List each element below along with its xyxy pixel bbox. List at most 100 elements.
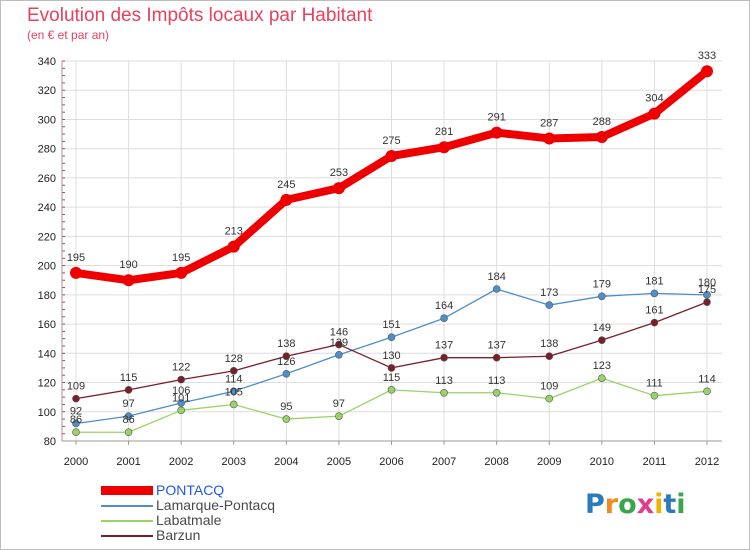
legend-item: Lamarque-Pontacq: [101, 497, 361, 513]
data-label: 253: [330, 167, 348, 179]
data-label: 164: [435, 300, 453, 312]
data-point: [175, 266, 188, 279]
data-point: [387, 333, 396, 342]
legend-item: Labatmale: [101, 512, 361, 528]
data-point: [650, 391, 659, 400]
data-label: 114: [698, 373, 716, 385]
data-point: [229, 387, 238, 396]
legend-label: PONTACQ: [156, 482, 225, 498]
chart-title: Evolution des Impôts locaux par Habitant: [27, 5, 373, 26]
data-point: [282, 369, 291, 378]
legend-label: Labatmale: [156, 512, 222, 528]
data-point: [440, 314, 448, 323]
data-label: 111: [646, 378, 663, 390]
x-tick-label: 2007: [432, 456, 456, 468]
data-point: [543, 132, 556, 145]
data-label: 291: [487, 112, 505, 124]
logo-letter: o: [618, 489, 637, 520]
y-tick-label: 220: [38, 231, 56, 243]
data-point: [648, 107, 661, 120]
data-label: 122: [172, 362, 190, 374]
y-tick-label: 80: [44, 436, 56, 448]
data-point: [545, 352, 554, 361]
data-label: 180: [698, 277, 716, 289]
logo-letter: i: [676, 489, 686, 520]
logo-letter: t: [663, 489, 677, 520]
data-point: [595, 131, 608, 143]
data-label: 288: [593, 116, 611, 128]
y-tick-label: 240: [38, 202, 56, 214]
data-label: 173: [540, 287, 558, 299]
data-point: [177, 399, 185, 407]
data-point: [72, 428, 80, 437]
data-point: [598, 374, 606, 382]
legend-item: Barzun: [101, 527, 361, 543]
data-point: [701, 65, 713, 78]
data-label: 179: [593, 278, 611, 290]
legend-label: Barzun: [156, 527, 201, 543]
data-point: [598, 292, 606, 301]
data-label: 333: [698, 50, 716, 62]
data-label: 304: [645, 93, 663, 105]
data-point: [545, 301, 554, 309]
proxiti-logo: Proxiti: [585, 489, 686, 520]
data-point: [650, 318, 659, 327]
y-tick-label: 280: [38, 144, 56, 156]
data-point: [72, 419, 80, 428]
data-point: [492, 285, 501, 293]
chart-subtitle: (en € et par an): [27, 28, 110, 42]
data-point: [545, 394, 554, 403]
data-label: 128: [225, 353, 243, 365]
data-point: [124, 428, 133, 437]
y-tick-label: 340: [38, 56, 56, 68]
data-label: 126: [277, 356, 295, 368]
data-point: [703, 387, 711, 396]
y-tick-label: 160: [38, 319, 56, 331]
data-point: [387, 386, 396, 394]
y-tick-label: 320: [38, 85, 56, 97]
data-label: 86: [122, 414, 134, 426]
x-tick-label: 2009: [537, 456, 561, 468]
data-label: 92: [70, 405, 82, 417]
data-point: [124, 386, 133, 394]
data-label: 109: [540, 381, 558, 393]
legend-swatch: [101, 535, 153, 537]
x-tick-label: 2005: [327, 456, 351, 468]
data-point: [650, 289, 659, 298]
data-label: 109: [67, 381, 85, 393]
data-point: [280, 193, 293, 206]
data-point: [177, 406, 185, 415]
data-point: [282, 352, 291, 361]
data-label: 195: [172, 252, 190, 264]
data-point: [492, 353, 501, 362]
data-point: [440, 353, 448, 362]
data-label: 190: [119, 259, 137, 271]
y-tick-label: 200: [38, 261, 56, 273]
x-tick-label: 2006: [379, 456, 403, 468]
data-point: [122, 274, 135, 287]
data-label: 138: [540, 338, 558, 350]
y-tick-label: 100: [38, 407, 56, 419]
data-label: 195: [67, 252, 85, 264]
data-label: 213: [225, 226, 243, 238]
data-point: [703, 291, 711, 299]
data-label: 175: [698, 284, 716, 296]
data-label: 146: [330, 327, 348, 339]
data-label: 275: [382, 135, 400, 147]
x-tick-label: 2010: [590, 456, 614, 468]
data-point: [227, 240, 240, 253]
data-point: [335, 350, 343, 359]
data-label: 151: [382, 319, 400, 331]
data-label: 245: [277, 179, 295, 191]
legend-item: PONTACQ: [101, 482, 361, 498]
data-point: [598, 336, 606, 344]
x-tick-label: 2002: [169, 456, 193, 468]
x-tick-label: 2001: [116, 456, 140, 468]
x-tick-label: 2008: [484, 456, 508, 468]
x-tick-label: 2004: [274, 456, 298, 468]
data-label: 97: [333, 398, 345, 410]
x-tick-label: 2003: [222, 456, 246, 468]
data-point: [335, 412, 343, 420]
data-label: 105: [225, 386, 243, 398]
y-tick-label: 120: [38, 378, 56, 390]
